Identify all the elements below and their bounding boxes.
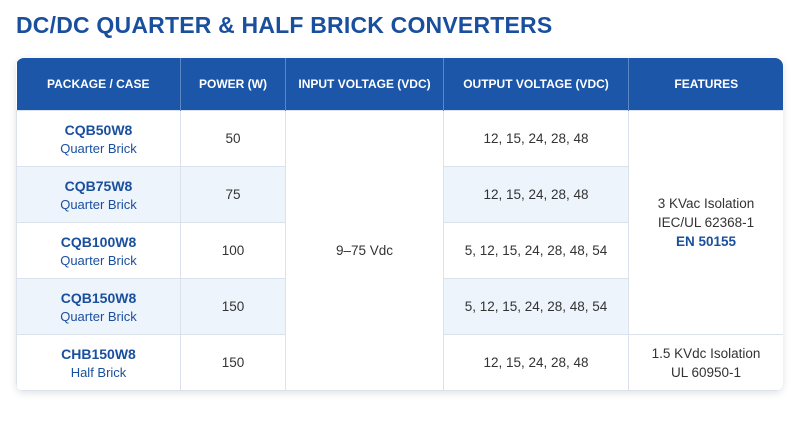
table-container: PACKAGE / CASE POWER (W) INPUT VOLTAGE (…	[16, 58, 783, 391]
features: 3 KVac Isolation IEC/UL 62368-1 EN 50155	[628, 110, 783, 335]
power: 100	[180, 222, 286, 279]
row: CQB150W8 Quarter Brick 150 5, 12, 15, 24,…	[16, 278, 784, 335]
package: CQB150W8	[60, 289, 137, 306]
feature-line: 1.5 KVdc Isolation	[651, 345, 761, 361]
package: CHB150W8	[61, 345, 136, 362]
header-row: PACKAGE / CASE POWER (W) INPUT VOLTAGE (…	[16, 58, 783, 111]
input-voltage: 9–75 Vdc	[285, 110, 444, 391]
case: Quarter Brick	[60, 196, 137, 212]
title: DC/DC QUARTER & HALF BRICK CONVERTERS	[16, 12, 553, 38]
package-cell: CQB75W8 Quarter Brick	[16, 166, 181, 223]
output-voltage: 12, 15, 24, 28, 48	[443, 334, 629, 391]
package-cell: CQB100W8 Quarter Brick	[16, 222, 181, 279]
header: FEATURES	[628, 58, 783, 111]
case: Quarter Brick	[60, 252, 137, 268]
row: CHB150W8 Half Brick 150 12, 15, 24, 28, 4…	[16, 334, 783, 391]
power: 150	[180, 334, 286, 391]
output-voltage: 5, 12, 15, 24, 28, 48, 54	[443, 222, 629, 279]
case: Quarter Brick	[60, 308, 137, 324]
features: 1.5 KVdc Isolation UL 60950-1	[628, 334, 783, 391]
output-voltage: 12, 15, 24, 28, 48	[443, 110, 629, 167]
power: 50	[180, 110, 286, 167]
package-cell: CHB150W8 Half Brick	[16, 334, 181, 391]
package-cell: CQB150W8 Quarter Brick	[16, 278, 181, 335]
package: CQB75W8	[64, 177, 133, 194]
header: POWER (W)	[180, 58, 286, 111]
package-cell: CQB50W8 Quarter Brick	[16, 110, 181, 167]
package: CQB50W8	[64, 121, 133, 138]
header: PACKAGE / CASE	[16, 58, 181, 111]
package: CQB100W8	[60, 233, 137, 250]
feature-line: UL 60950-1	[670, 364, 742, 380]
feature-line: EN 50155	[675, 234, 737, 249]
feature-line: IEC/UL 62368-1	[657, 215, 755, 230]
row: CQB50W8 Quarter Brick 50 9–75 Vdc 12, 15,…	[16, 110, 783, 391]
header: INPUT VOLTAGE (VDC)	[285, 58, 444, 111]
case: Half Brick	[70, 364, 127, 380]
power: 75	[180, 166, 286, 223]
header: OUTPUT VOLTAGE (VDC)	[443, 58, 629, 111]
case: Quarter Brick	[60, 140, 137, 156]
row: CQB100W8 Quarter Brick 100 5, 12, 15, 24,…	[16, 222, 784, 279]
feature-line: 3 KVac Isolation	[657, 196, 755, 211]
table: PACKAGE / CASE POWER (W) INPUT VOLTAGE (…	[16, 58, 783, 391]
output-voltage: 5, 12, 15, 24, 28, 48, 54	[443, 278, 629, 335]
output-voltage: 12, 15, 24, 28, 48	[443, 166, 629, 223]
row: CQB75W8 Quarter Brick 75 12, 15, 24, 28, …	[16, 166, 784, 223]
power: 150	[180, 278, 286, 335]
